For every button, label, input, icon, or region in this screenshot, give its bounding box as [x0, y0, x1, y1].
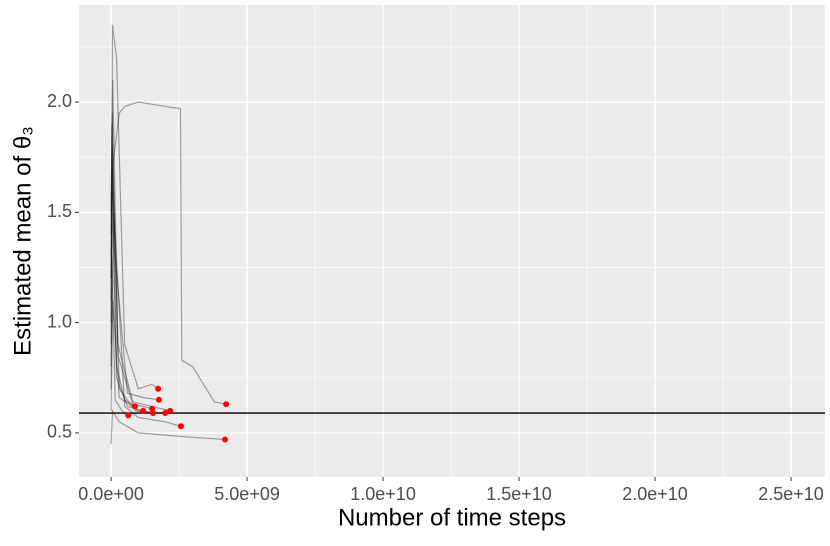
trace-line — [110, 79, 171, 412]
end-point — [125, 412, 132, 419]
y-tick-label: 0.5 — [47, 422, 72, 442]
y-axis-title: Estimated mean of θ₃ — [9, 126, 36, 356]
trace-line — [110, 24, 159, 390]
end-point — [223, 401, 230, 408]
trace-line — [110, 146, 160, 401]
trace-line — [110, 113, 153, 410]
y-tick-label: 1.0 — [47, 311, 72, 331]
trace-line — [110, 101, 227, 405]
x-tick-label: 5.0e+09 — [214, 484, 280, 504]
end-point — [149, 405, 156, 412]
trace-line — [110, 212, 182, 427]
trace-line — [110, 300, 166, 414]
trace-line — [110, 124, 136, 407]
x-tick-label: 0.0e+00 — [78, 484, 144, 504]
end-point — [140, 407, 147, 414]
end-point — [162, 410, 169, 417]
trace-line — [110, 256, 129, 416]
x-tick-label: 1.5e+10 — [486, 484, 552, 504]
x-tick-label: 2.5e+10 — [758, 484, 824, 504]
panel — [79, 5, 825, 477]
y-tick-label: 2.0 — [47, 91, 72, 111]
trace-line — [110, 408, 226, 444]
end-point — [155, 385, 162, 392]
end-point — [167, 407, 174, 414]
x-tick-label: 1.0e+10 — [350, 484, 416, 504]
end-point — [155, 396, 162, 403]
end-point — [222, 436, 229, 443]
x-axis-title: Number of time steps — [338, 504, 566, 531]
x-tick-label: 2.0e+10 — [622, 484, 688, 504]
end-point — [177, 423, 184, 430]
y-tick-label: 1.5 — [47, 201, 72, 221]
end-point — [132, 403, 139, 410]
